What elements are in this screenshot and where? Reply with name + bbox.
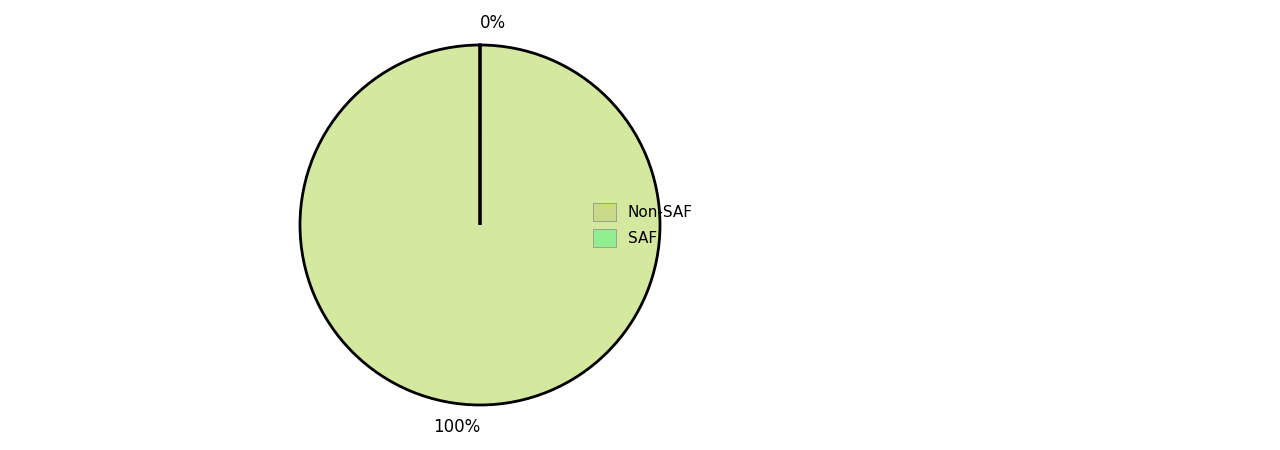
Text: 0%: 0% xyxy=(480,14,506,32)
Legend: Non-SAF, SAF: Non-SAF, SAF xyxy=(586,197,699,253)
Wedge shape xyxy=(300,45,660,405)
Text: 100%: 100% xyxy=(433,418,480,436)
